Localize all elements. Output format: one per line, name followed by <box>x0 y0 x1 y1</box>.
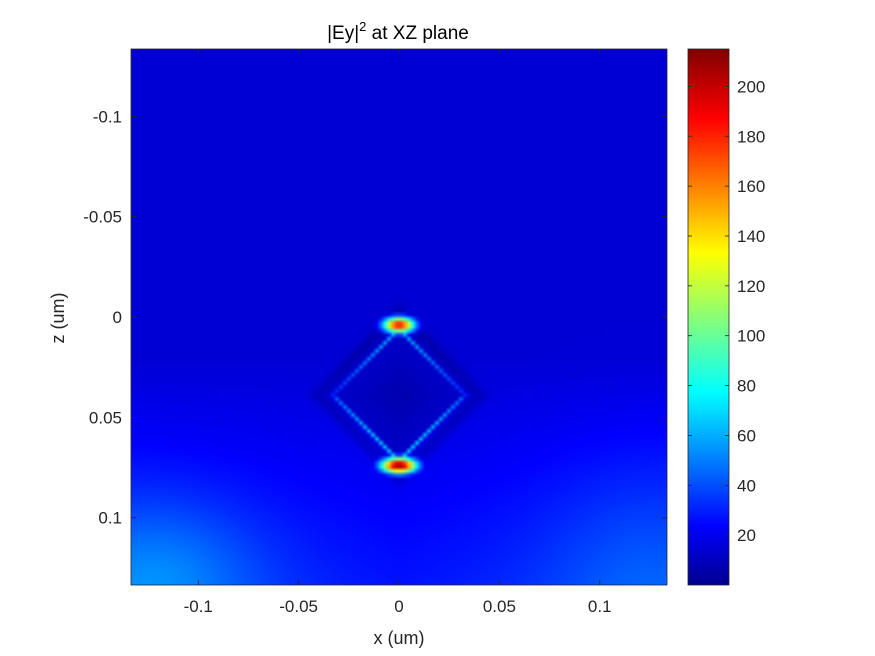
colorbar-tick-label: 120 <box>737 277 765 296</box>
chart-title: |Ey|2 at XZ plane <box>327 19 469 44</box>
x-axis-label: x (um) <box>374 628 425 648</box>
y-axis-label: z (um) <box>48 293 68 344</box>
x-axis-ticks: -0.1 -0.05 0 0.05 0.1 <box>184 49 612 616</box>
x-tick-label: 0.05 <box>483 597 516 616</box>
colorbar-tick-label: 60 <box>737 426 756 445</box>
y-tick-label: 0.1 <box>98 509 122 528</box>
chart-title-main: |Ey| <box>327 23 359 44</box>
y-tick-label: -0.1 <box>93 107 122 126</box>
colorbar-ticks: 20 40 60 80 100 120 140 160 180 200 <box>688 77 765 545</box>
colorbar-gradient <box>687 48 730 586</box>
y-axis-ticks: -0.1 -0.05 0 0.05 0.1 <box>83 107 667 528</box>
colorbar-tick-label: 20 <box>737 526 756 545</box>
x-tick-label: 0 <box>394 597 403 616</box>
x-tick-label: -0.1 <box>184 597 213 616</box>
colorbar-tick-label: 100 <box>737 327 765 346</box>
colorbar: 20 40 60 80 100 120 140 160 180 200 <box>687 48 765 586</box>
colorbar-tick-label: 160 <box>737 177 765 196</box>
plot-area <box>130 48 668 586</box>
x-tick-label: -0.05 <box>279 597 318 616</box>
chart-title-superscript: 2 <box>359 19 366 34</box>
x-tick-label: 0.1 <box>588 597 612 616</box>
heatmap-image <box>131 49 667 585</box>
colorbar-tick-label: 200 <box>737 77 765 96</box>
colorbar-tick-label: 140 <box>737 227 765 246</box>
colorbar-tick-label: 180 <box>737 127 765 146</box>
chart-title-suffix: at XZ plane <box>366 23 468 44</box>
colorbar-tick-label: 80 <box>737 377 756 396</box>
y-tick-label: 0.05 <box>89 408 122 427</box>
colorbar-tick-label: 40 <box>737 476 756 495</box>
y-tick-label: -0.05 <box>83 208 122 227</box>
y-tick-label: 0 <box>113 308 122 327</box>
